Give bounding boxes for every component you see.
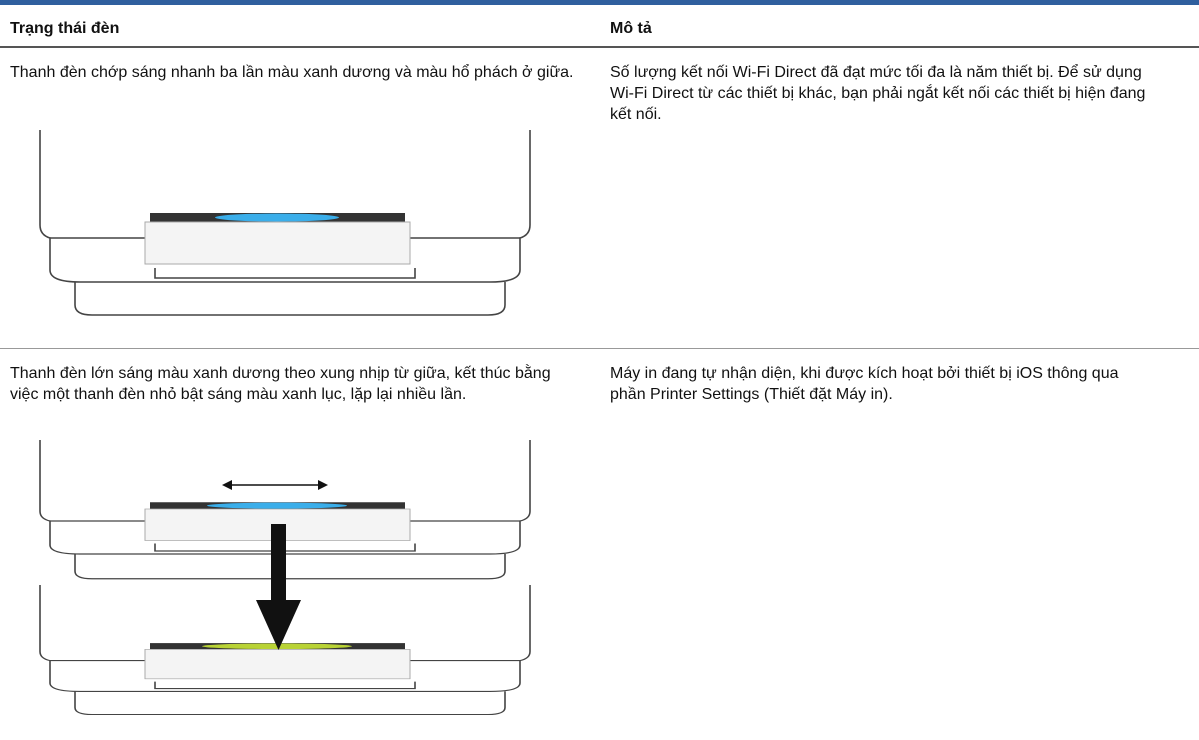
column-header: Trạng thái đèn xyxy=(10,20,120,37)
column-header: Mô tả xyxy=(610,20,652,37)
printer-illustration xyxy=(39,439,531,580)
arrow-shaft xyxy=(271,524,286,602)
row-description: Số lượng kết nối Wi-Fi Direct đã đạt mức… xyxy=(610,64,1146,123)
pulse-arrow xyxy=(222,480,328,490)
row-description: Máy in đang tự nhận diện, khi được kích … xyxy=(610,365,1119,403)
row-rule xyxy=(0,348,1199,349)
printer-illustration xyxy=(39,129,531,316)
printer xyxy=(39,129,531,316)
light-glow xyxy=(207,502,347,509)
light-glow xyxy=(215,213,339,222)
arrow-head xyxy=(256,600,301,650)
row-state: Thanh đèn lớn sáng màu xanh dương theo x… xyxy=(10,365,551,403)
row-state: Thanh đèn chớp sáng nhanh ba lần màu xan… xyxy=(10,64,574,81)
down-arrow xyxy=(256,524,301,650)
header-rule xyxy=(0,46,1199,48)
top-bar xyxy=(0,0,1199,5)
